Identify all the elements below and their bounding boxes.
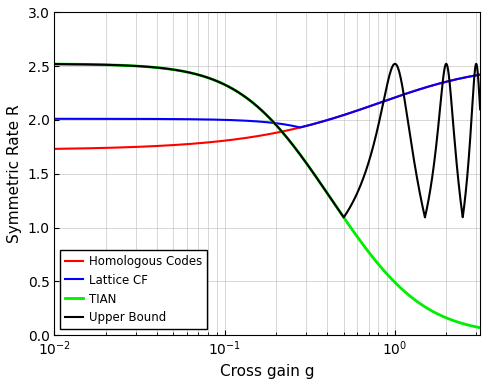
TIAN [234,89,240,93]
Lattice CF [230,118,236,122]
Homologous Codes [254,134,260,139]
Lattice CF [234,118,240,123]
Upper Bound [392,61,398,66]
Lattice CF [52,117,57,121]
Homologous Codes [464,75,470,80]
Upper Bound [52,62,57,66]
Homologous Codes [361,106,367,111]
TIAN [254,103,260,108]
Upper Bound [234,89,240,93]
Lattice CF [297,125,303,130]
Upper Bound [254,103,260,108]
Homologous Codes [52,147,57,151]
Upper Bound [464,174,470,179]
Upper Bound [443,61,449,66]
TIAN [52,62,57,66]
Line: Homologous Codes: Homologous Codes [55,74,480,149]
Lattice CF [477,72,483,77]
TIAN [464,322,470,327]
Line: TIAN: TIAN [55,64,480,328]
Upper Bound [341,215,347,220]
Line: Upper Bound: Upper Bound [55,64,480,217]
TIAN [230,87,236,91]
Lattice CF [254,119,260,124]
Upper Bound [361,174,367,179]
Lattice CF [443,80,449,84]
Homologous Codes [234,137,240,142]
Homologous Codes [230,137,236,142]
Upper Bound [230,87,236,91]
TIAN [443,315,449,320]
Homologous Codes [443,80,449,84]
TIAN [477,325,483,330]
Lattice CF [361,106,367,111]
X-axis label: Cross gain g: Cross gain g [220,364,315,379]
Upper Bound [477,107,483,112]
Legend: Homologous Codes, Lattice CF, TIAN, Upper Bound: Homologous Codes, Lattice CF, TIAN, Uppe… [60,250,206,329]
Line: Lattice CF: Lattice CF [55,74,480,127]
Lattice CF [464,75,470,80]
TIAN [361,243,367,248]
Y-axis label: Symmetric Rate R: Symmetric Rate R [7,105,22,243]
Homologous Codes [477,72,483,77]
